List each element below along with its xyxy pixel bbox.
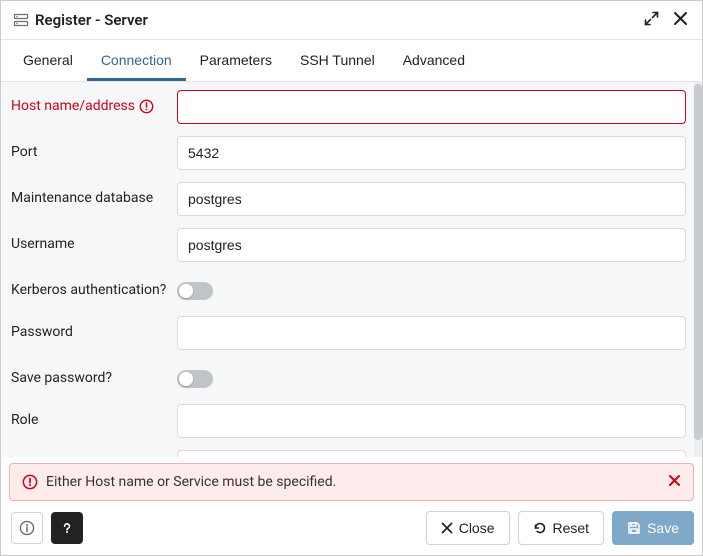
save-password-toggle[interactable] <box>177 370 213 388</box>
dialog-title: Register - Server <box>35 11 148 29</box>
alert-error-icon <box>22 474 38 490</box>
tabs: General Connection Parameters SSH Tunnel… <box>1 40 702 82</box>
host-input[interactable] <box>177 90 686 124</box>
close-icon <box>673 11 688 26</box>
input-col-service <box>177 450 686 457</box>
server-icon <box>13 12 29 28</box>
role-input[interactable] <box>177 404 686 438</box>
save-icon <box>627 521 641 535</box>
toggle-knob <box>179 372 193 386</box>
expand-button[interactable] <box>642 9 661 31</box>
scrollbar-thumb[interactable] <box>694 84 702 440</box>
port-input[interactable] <box>177 136 686 170</box>
row-host: Host name/address <box>11 90 686 124</box>
help-icon <box>59 520 75 536</box>
dialog-title-container: Register - Server <box>13 11 636 29</box>
input-col-port <box>177 136 686 170</box>
input-col-save-password <box>177 362 686 392</box>
close-dialog-button[interactable] <box>671 9 690 31</box>
register-server-dialog: Register - Server Genera <box>0 0 703 556</box>
help-button[interactable] <box>51 512 83 544</box>
tab-connection[interactable]: Connection <box>87 40 186 81</box>
footer-right: Close Reset <box>426 511 694 545</box>
tab-general[interactable]: General <box>9 40 87 81</box>
label-maintenance-db: Maintenance database <box>11 182 171 206</box>
footer-left <box>11 512 83 544</box>
label-username: Username <box>11 228 171 252</box>
label-save-password: Save password? <box>11 362 171 386</box>
info-button[interactable] <box>11 512 43 544</box>
tab-parameters[interactable]: Parameters <box>186 40 286 81</box>
dialog-footer: Close Reset <box>1 501 702 555</box>
label-service: Service <box>11 450 171 457</box>
input-col-maintenance-db <box>177 182 686 216</box>
toggle-knob <box>179 284 193 298</box>
label-host-text: Host name/address <box>11 98 135 114</box>
label-port: Port <box>11 136 171 160</box>
row-service: Service <box>11 450 686 457</box>
titlebar: Register - Server <box>1 1 702 40</box>
scrollbar[interactable] <box>694 82 702 457</box>
label-password: Password <box>11 316 171 340</box>
error-icon <box>139 99 154 114</box>
close-button[interactable]: Close <box>426 511 510 545</box>
connection-form: Host name/address Port <box>1 82 694 457</box>
input-col-username <box>177 228 686 262</box>
info-icon <box>19 520 35 536</box>
username-input[interactable] <box>177 228 686 262</box>
error-alert: Either Host name or Service must be spec… <box>9 463 694 501</box>
row-port: Port <box>11 136 686 170</box>
input-col-host <box>177 90 686 124</box>
save-button[interactable]: Save <box>612 511 694 545</box>
kerberos-toggle[interactable] <box>177 282 213 300</box>
tab-ssh-tunnel[interactable]: SSH Tunnel <box>286 40 389 81</box>
tab-advanced[interactable]: Advanced <box>389 40 479 81</box>
label-host: Host name/address <box>11 90 171 114</box>
row-maintenance-db: Maintenance database <box>11 182 686 216</box>
row-username: Username <box>11 228 686 262</box>
password-input[interactable] <box>177 316 686 350</box>
row-password: Password <box>11 316 686 350</box>
row-save-password: Save password? <box>11 362 686 392</box>
dialog-body: Host name/address Port <box>1 82 702 457</box>
input-col-kerberos <box>177 274 686 304</box>
reset-button[interactable]: Reset <box>518 511 605 545</box>
label-kerberos: Kerberos authentication? <box>11 274 171 298</box>
input-col-password <box>177 316 686 350</box>
input-col-role <box>177 404 686 438</box>
close-icon <box>441 522 453 534</box>
service-input[interactable] <box>177 450 686 457</box>
reset-button-label: Reset <box>553 520 590 536</box>
expand-icon <box>644 11 659 26</box>
alert-message: Either Host name or Service must be spec… <box>46 474 660 490</box>
label-role: Role <box>11 404 171 428</box>
titlebar-actions <box>642 9 690 31</box>
row-kerberos: Kerberos authentication? <box>11 274 686 304</box>
reset-icon <box>533 521 547 535</box>
alert-close-button[interactable] <box>668 474 681 490</box>
maintenance-db-input[interactable] <box>177 182 686 216</box>
row-role: Role <box>11 404 686 438</box>
close-button-label: Close <box>459 520 495 536</box>
close-icon <box>668 474 681 487</box>
save-button-label: Save <box>647 520 679 536</box>
